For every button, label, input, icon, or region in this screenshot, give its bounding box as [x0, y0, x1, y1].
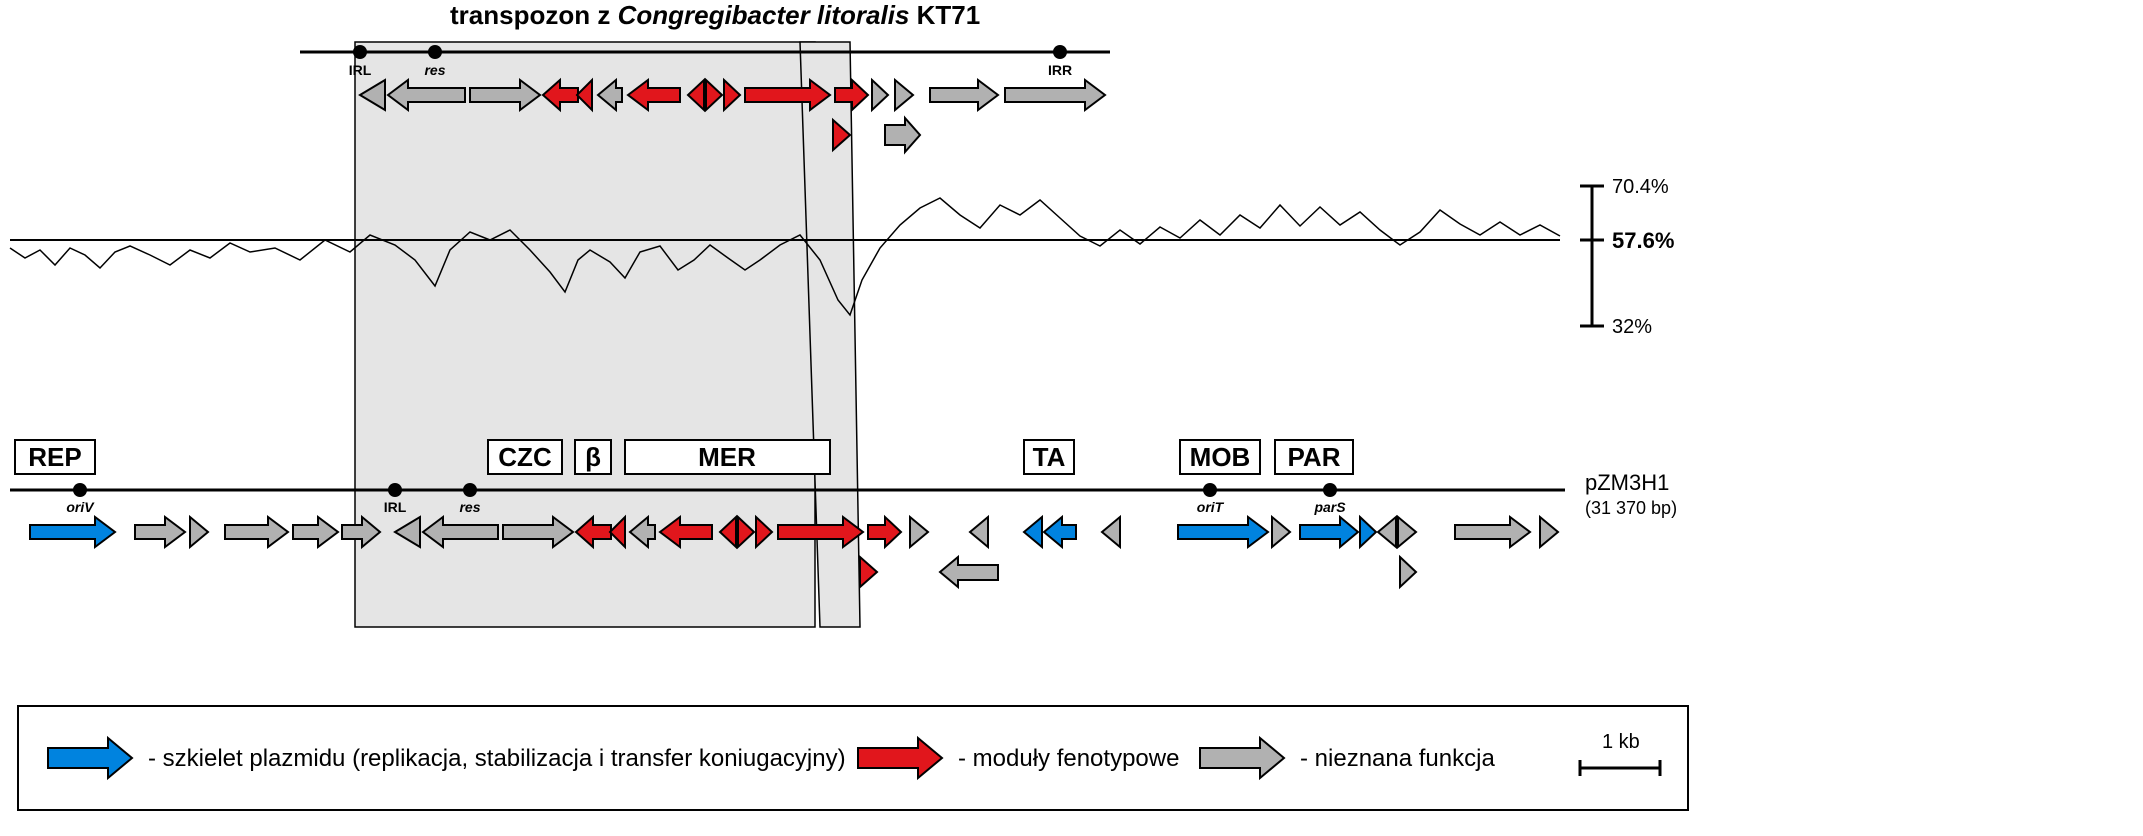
bottom-arrow-5	[293, 517, 338, 547]
module-mob: MOB	[1180, 440, 1260, 474]
bottom-irl-label: IRL	[384, 499, 407, 515]
legend-red-text: - moduły fenotypowe	[958, 745, 1179, 772]
svg-text:TA: TA	[1033, 442, 1066, 472]
top-title: transpozon z Congregibacter litoralis KT…	[450, 0, 980, 31]
module-par: PAR	[1275, 440, 1353, 474]
top-arrow-15	[930, 80, 998, 110]
pars-dot	[1323, 483, 1337, 497]
top-irr-label: IRR	[1048, 62, 1072, 78]
plasmid-size: (31 370 bp)	[1585, 498, 1677, 518]
oriv-label: oriV	[66, 499, 95, 515]
bottom-arrow-ta1	[1024, 517, 1042, 547]
svg-text:PAR: PAR	[1288, 442, 1341, 472]
module-ta: TA	[1024, 440, 1074, 474]
legend-scale-text: 1 kb	[1602, 731, 1640, 753]
legend-blue-text: - szkielet plazmidu (replikacja, stabili…	[148, 745, 846, 772]
bottom-arrow-4	[225, 517, 288, 547]
top-arrow-sub-2	[885, 118, 920, 152]
bottom-h-13	[910, 517, 928, 547]
bottom-arrow-mob	[1178, 517, 1268, 547]
bottom-arrow-3	[190, 517, 208, 547]
module-czc: CZC	[488, 440, 562, 474]
svg-text:CZC: CZC	[498, 442, 552, 472]
orit-label: oriT	[1197, 499, 1225, 515]
top-irr-dot	[1053, 45, 1067, 59]
bottom-arrow-af2	[1102, 517, 1120, 547]
bottom-arrow-af6	[1455, 517, 1530, 547]
gc-bot-label: 32%	[1612, 316, 1652, 338]
bottom-sub-1	[860, 557, 877, 587]
bottom-sub-3	[1400, 557, 1416, 587]
bottom-irl-dot	[388, 483, 402, 497]
orit-dot	[1203, 483, 1217, 497]
module-rep: REP	[15, 440, 95, 474]
svg-text:REP: REP	[28, 442, 81, 472]
bottom-sub-2	[940, 557, 998, 587]
bottom-arrow-rep	[30, 517, 115, 547]
bottom-arrow-af7	[1540, 517, 1558, 547]
bottom-arrow-2	[135, 517, 185, 547]
bottom-res-label: res	[459, 499, 480, 515]
bottom-res-dot	[463, 483, 477, 497]
bottom-arrow-af1	[970, 517, 988, 547]
plasmid-name: pZM3H1	[1585, 470, 1669, 495]
bottom-arrow-af4	[1378, 517, 1396, 547]
diagram-svg: IRL res IRR	[0, 0, 2143, 836]
legend-gray-text: - nieznana funkcja	[1300, 745, 1495, 772]
top-irl-label: IRL	[349, 62, 372, 78]
top-res-label: res	[424, 62, 445, 78]
top-res-dot	[428, 45, 442, 59]
top-irl-dot	[353, 45, 367, 59]
bottom-arrow-af3	[1272, 517, 1290, 547]
bottom-arrow-af5	[1398, 517, 1416, 547]
gc-top-label: 70.4%	[1612, 176, 1669, 198]
top-arrow-16	[1005, 80, 1105, 110]
bottom-h-12	[868, 517, 901, 547]
svg-text:β: β	[585, 442, 601, 472]
bottom-arrow-par	[1300, 517, 1358, 547]
top-arrow-14	[895, 80, 913, 110]
gc-mid-label: 57.6%	[1612, 228, 1674, 253]
svg-text:MER: MER	[698, 442, 756, 472]
bottom-arrow-par2	[1360, 517, 1376, 547]
genome-diagram: transpozon z Congregibacter litoralis KT…	[0, 0, 2143, 836]
top-arrow-13	[872, 80, 888, 110]
pars-label: parS	[1313, 499, 1346, 515]
bottom-arrow-ta2	[1044, 517, 1076, 547]
svg-text:MOB: MOB	[1190, 442, 1251, 472]
module-mer: MER	[625, 440, 830, 474]
oriv-dot	[73, 483, 87, 497]
module-beta: β	[575, 440, 611, 474]
